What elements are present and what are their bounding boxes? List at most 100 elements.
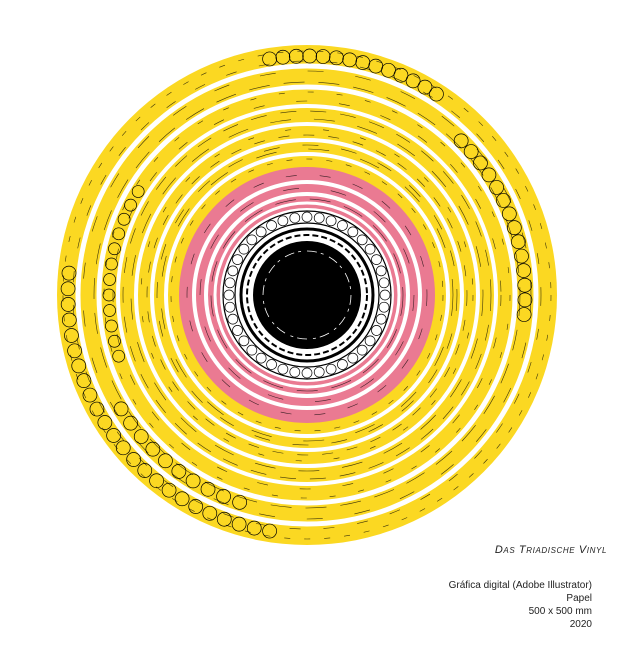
ornament-circle: [364, 243, 376, 255]
ornaments: [60, 48, 552, 540]
ornament-circle: [517, 277, 533, 293]
ornament-circle: [481, 167, 497, 183]
groove-line: [210, 198, 404, 392]
ornament-circle: [158, 453, 173, 469]
ornament-circle: [255, 226, 267, 238]
pink-gaps: [192, 180, 422, 410]
ornament-circle: [517, 292, 533, 308]
gap: [204, 192, 410, 398]
ornament-circle: [506, 220, 522, 235]
artwork-detail: 500 x 500 mm: [529, 606, 592, 617]
ornament-circle: [124, 198, 137, 212]
groove-line: [122, 110, 492, 480]
ornament-circle: [262, 51, 277, 67]
ornament-circle: [108, 334, 121, 348]
groove-gaps: [75, 63, 539, 527]
ornament-circle: [262, 523, 277, 539]
gap: [192, 180, 422, 410]
ornament-circle: [275, 49, 291, 65]
ornament-circle: [277, 215, 289, 227]
ornament-circle: [232, 325, 243, 336]
groove-line: [93, 81, 521, 509]
ornament-circle: [301, 211, 313, 223]
ornament-circle: [246, 520, 262, 536]
ornament-circle: [82, 387, 98, 403]
ornament-circle: [516, 263, 531, 278]
gap: [150, 138, 464, 452]
ornament-circle: [115, 440, 131, 456]
ornament-circle: [313, 212, 325, 224]
ornament-circle: [60, 281, 76, 297]
ornament-circle: [302, 48, 318, 64]
gap: [75, 63, 539, 527]
ornament-circle: [289, 212, 301, 224]
ornament-circle: [224, 301, 236, 313]
ornament-circle: [381, 62, 396, 78]
ornament-circle: [511, 234, 526, 250]
ornament-circle: [123, 415, 138, 431]
ornament-circle: [227, 265, 239, 277]
ornament-circle: [112, 227, 126, 241]
ornament-circle: [238, 243, 250, 255]
ornament-circle: [188, 499, 204, 514]
gap: [116, 104, 498, 486]
gap: [96, 84, 518, 506]
ornament-circle: [223, 289, 235, 301]
label-squiggle: [262, 250, 352, 340]
ornament-circle: [501, 206, 517, 222]
ornament-circle: [313, 366, 325, 378]
ornament-circle: [216, 511, 232, 527]
ornament-circle: [371, 254, 382, 265]
ornament-circle: [337, 220, 348, 231]
ornament-circle: [266, 220, 277, 231]
ornament-circle: [202, 505, 218, 521]
ornament-circle: [232, 494, 247, 510]
ornament-circle: [103, 273, 116, 286]
ornament-circle: [325, 215, 337, 227]
ornament-circle: [174, 491, 190, 507]
ornament-circle: [61, 265, 77, 281]
ornament-circle: [356, 234, 368, 246]
groove-line: [130, 118, 484, 472]
ornament-circle: [60, 297, 76, 312]
ornament-circle: [329, 50, 344, 66]
artwork-detail: Papel: [566, 593, 592, 604]
ornament-circle: [161, 482, 177, 498]
ornament-circle: [105, 319, 118, 333]
ornament-circle: [108, 242, 121, 256]
ornament-circle: [325, 363, 337, 375]
ring: [222, 210, 392, 380]
ornament-circle: [71, 358, 87, 374]
ornament-circle: [246, 234, 258, 246]
groove-line: [186, 174, 428, 416]
ornament-circle: [405, 73, 421, 89]
ornament-circle: [117, 212, 131, 226]
groove-line: [146, 134, 468, 456]
ornament-circle: [102, 288, 116, 302]
groove-line: [170, 158, 444, 432]
gap: [164, 152, 450, 438]
artwork-detail: Gráfica digital (Adobe Illustrator): [449, 580, 592, 591]
artwork-title: Das Triadische Vinyl: [495, 544, 607, 556]
ornament-circle: [347, 226, 359, 238]
ornament-circle: [131, 185, 145, 198]
gap: [134, 122, 480, 468]
groove-line: [160, 148, 454, 442]
ornament-circle: [67, 343, 82, 359]
ornament-circle: [375, 265, 387, 277]
groove-line: [103, 91, 511, 499]
ornament-circle: [266, 359, 277, 370]
ornament-circle: [246, 344, 258, 356]
ornament-circle: [231, 516, 247, 532]
ornament-circle: [105, 257, 118, 271]
gap: [213, 201, 401, 389]
ring: [239, 227, 375, 363]
ornament-circle: [133, 429, 149, 444]
ornament-circle: [378, 301, 390, 313]
ornament-circle: [277, 363, 289, 375]
ornament-circle: [200, 481, 216, 497]
ornament-circle: [76, 373, 92, 388]
ornament-circle: [417, 79, 433, 95]
ornament-circle: [371, 325, 382, 336]
ornament-circle: [232, 254, 243, 265]
